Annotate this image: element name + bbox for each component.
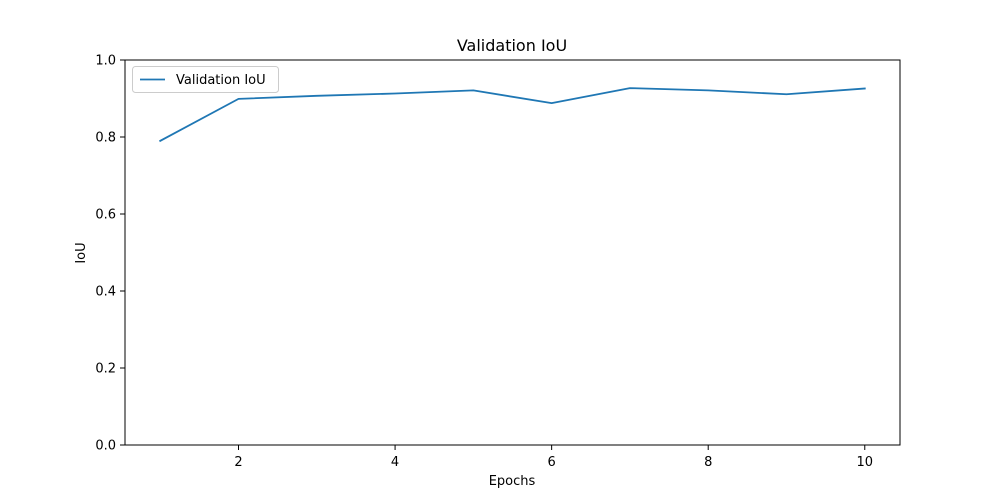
series-layer <box>159 87 866 143</box>
y-tick-label: 0.4 <box>95 285 116 300</box>
y-tick-label: 0.0 <box>95 439 116 454</box>
x-axis-label: Epochs <box>489 474 536 489</box>
x-axis-ticks: 2 4 6 8 10 <box>234 445 873 470</box>
plot-area <box>124 59 901 446</box>
y-tick-label: 1.0 <box>95 54 116 69</box>
legend-label: Validation IoU <box>176 73 266 88</box>
y-tick-label: 0.2 <box>95 362 116 377</box>
y-tick-label: 0.8 <box>95 131 116 146</box>
x-tick-label: 4 <box>391 455 399 470</box>
y-axis-ticks: 0.0 0.2 0.4 0.6 0.8 1.0 <box>95 54 125 454</box>
x-tick-label: 6 <box>548 455 556 470</box>
x-tick-label: 2 <box>234 455 242 470</box>
y-axis-label: IoU <box>74 242 89 263</box>
legend: Validation IoU <box>132 66 279 93</box>
legend-box <box>132 66 279 93</box>
x-tick-label: 8 <box>704 455 712 470</box>
x-tick-label: 10 <box>856 455 873 470</box>
chart-title: Validation IoU <box>457 36 567 55</box>
series-line-validation-iou <box>159 87 866 143</box>
y-tick-label: 0.6 <box>95 208 116 223</box>
